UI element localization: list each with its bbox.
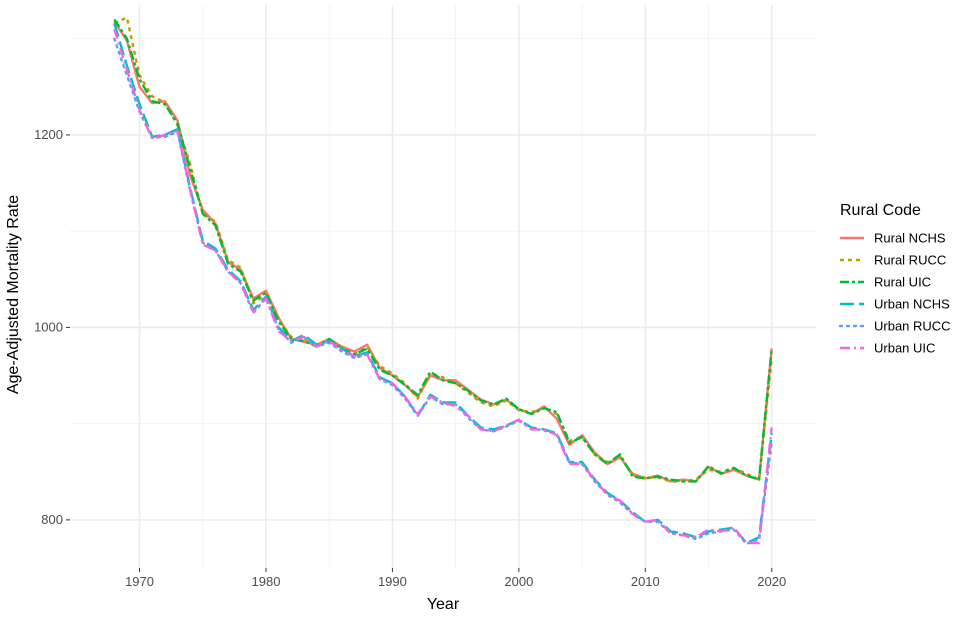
x-tick-label: 2010	[631, 574, 660, 589]
series-line-urban-uic	[113, 28, 773, 545]
y-tick-label: 1200	[34, 127, 63, 142]
series-line-urban-rucc	[113, 37, 773, 546]
x-tick-label: 2000	[504, 574, 533, 589]
grid	[70, 5, 816, 568]
x-tick-label: 2020	[757, 574, 786, 589]
plot-panel	[70, 5, 816, 568]
legend-label: Rural RUCC	[874, 253, 946, 268]
legend-label: Rural UIC	[874, 275, 931, 290]
legend-title: Rural Code	[840, 202, 921, 219]
x-tick-label: 1970	[125, 574, 154, 589]
x-tick-label: 1990	[378, 574, 407, 589]
series-lines	[113, 16, 773, 546]
legend-label: Urban RUCC	[874, 319, 951, 334]
axes: 1970 1980 1990 2000 2010 2020 800 1000 1200	[34, 127, 786, 589]
y-tick-label: 1000	[34, 319, 63, 334]
y-tick-label: 800	[41, 512, 63, 527]
x-tick-label: 1980	[252, 574, 281, 589]
x-axis-title: Year	[427, 596, 460, 613]
y-axis-title: Age-Adjusted Mortality Rate	[5, 195, 22, 394]
legend: Rural Code Rural NCHS Rural RUCC Rural UIC…	[838, 202, 951, 356]
legend-label: Urban NCHS	[874, 297, 950, 312]
series-line-rural-uic	[113, 18, 773, 483]
legend-label: Rural NCHS	[874, 231, 946, 246]
legend-label: Urban UIC	[874, 341, 935, 356]
series-line-rural-rucc	[113, 16, 773, 483]
